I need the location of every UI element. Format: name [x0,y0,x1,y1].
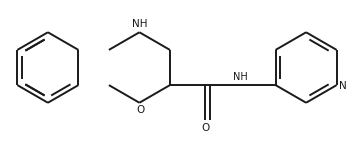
Text: O: O [201,123,209,133]
Text: NH: NH [132,19,147,29]
Text: NH: NH [233,72,248,82]
Text: O: O [136,105,144,115]
Text: N: N [339,81,347,91]
